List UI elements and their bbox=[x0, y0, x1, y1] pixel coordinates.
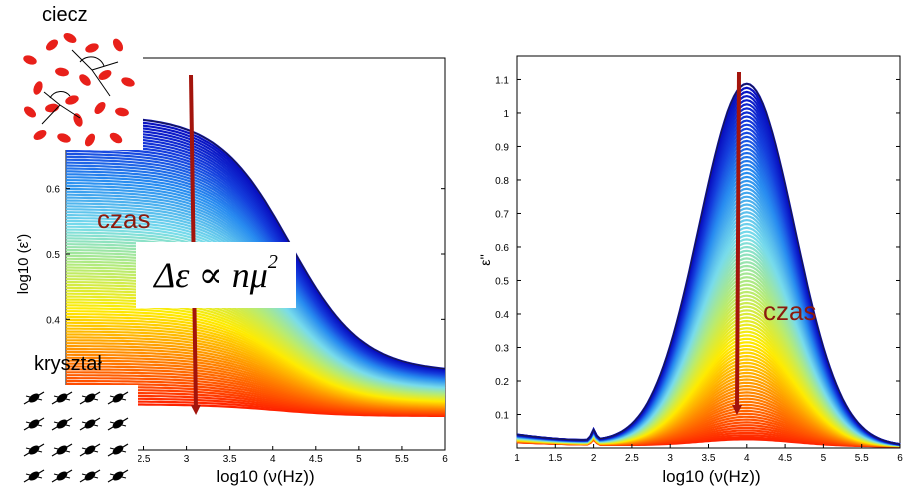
molecule bbox=[23, 55, 37, 65]
molecule bbox=[57, 133, 71, 143]
left-x-tick-label: 6 bbox=[442, 454, 448, 465]
molecule bbox=[109, 132, 123, 144]
rotation-arc bbox=[79, 56, 105, 67]
lattice-molecule bbox=[84, 445, 96, 455]
time-label-right: czas bbox=[763, 296, 817, 326]
right-x-tick-label: 4.5 bbox=[778, 453, 792, 464]
formula: Δε ∝ nμ2 bbox=[154, 251, 278, 296]
lattice-molecule bbox=[28, 471, 40, 481]
right-y-tick-label: 0.7 bbox=[495, 209, 509, 220]
molecule bbox=[84, 133, 96, 147]
molecule bbox=[45, 39, 59, 51]
time-arrow-right bbox=[732, 71, 743, 415]
crystal-lattice-illustration bbox=[18, 385, 138, 503]
formula-text: Δε ∝ nμ bbox=[154, 255, 268, 295]
right-y-tick-label: 0.1 bbox=[495, 410, 509, 421]
molecule bbox=[33, 81, 43, 95]
lattice-molecule bbox=[84, 419, 96, 429]
lattice-molecule bbox=[56, 419, 68, 429]
right-x-tick-label: 1 bbox=[514, 453, 520, 464]
lattice-molecule bbox=[28, 419, 40, 429]
right-x-tick-label: 2.5 bbox=[625, 453, 639, 464]
right-y-tick-label: 0.2 bbox=[495, 377, 509, 388]
crystal-label: kryształ bbox=[34, 353, 102, 375]
left-series-group bbox=[65, 114, 446, 417]
lattice-molecule bbox=[28, 445, 40, 455]
molecule bbox=[23, 106, 37, 118]
lattice-molecule bbox=[112, 471, 124, 481]
liquid-label: ciecz bbox=[42, 4, 88, 26]
liquid-molecules-illustration bbox=[18, 30, 143, 150]
left-x-tick-label: 2.5 bbox=[137, 454, 151, 465]
lattice-molecule bbox=[112, 445, 124, 455]
dipole-arrow bbox=[43, 91, 61, 106]
left-x-tick-label: 5.5 bbox=[395, 454, 409, 465]
left-x-axis-label: log10 (ν(Hz)) bbox=[216, 467, 314, 486]
dipole-arrow bbox=[59, 104, 81, 119]
right-y-tick-label: 0.3 bbox=[495, 343, 509, 354]
molecule bbox=[94, 101, 106, 115]
molecule bbox=[55, 67, 69, 77]
right-x-tick-label: 5 bbox=[821, 453, 827, 464]
right-y-tick-label: 0.8 bbox=[495, 176, 509, 187]
dipole-arrow bbox=[91, 61, 119, 71]
left-y-tick-label: 0.6 bbox=[46, 185, 60, 196]
molecule bbox=[79, 74, 91, 86]
lattice-molecule bbox=[56, 393, 68, 403]
right-x-tick-label: 2 bbox=[591, 453, 597, 464]
lattice-molecule bbox=[112, 393, 124, 403]
right-y-tick-label: 0.6 bbox=[495, 243, 509, 254]
molecule bbox=[73, 113, 83, 127]
lattice-molecule bbox=[112, 419, 124, 429]
right-y-tick-label: 0.9 bbox=[495, 142, 509, 153]
left-chart: 2 2.5 3 3.5 4 4.5 5 5.5 6 0.4 0.5 0.6 log10 (ν(Hz)) l… bbox=[15, 57, 448, 486]
left-x-tick-label: 5 bbox=[356, 454, 362, 465]
right-y-tick-label: 1.1 bbox=[495, 75, 509, 86]
crystal-background bbox=[18, 385, 138, 503]
right-x-tick-label: 1.5 bbox=[548, 453, 562, 464]
right-y-tick-label: 0.5 bbox=[495, 276, 509, 287]
right-top-curve-edge bbox=[516, 83, 901, 445]
left-x-tick-label: 3 bbox=[184, 454, 190, 465]
molecule bbox=[63, 32, 77, 44]
left-x-tick-label: 4.5 bbox=[309, 454, 323, 465]
molecule bbox=[65, 95, 79, 105]
molecule bbox=[121, 77, 135, 87]
right-x-tick-label: 4 bbox=[744, 453, 750, 464]
lattice-molecule bbox=[28, 393, 40, 403]
left-y-axis-label: log10 (ε') bbox=[15, 234, 32, 294]
right-x-axis-label: log10 (ν(Hz)) bbox=[662, 467, 760, 486]
left-x-tick-label: 3.5 bbox=[223, 454, 237, 465]
lattice-molecule bbox=[56, 471, 68, 481]
right-chart: 1 1.5 2 2.5 3 3.5 4 4.5 5 5.5 6 0.1 0.2 0.3 0.4 0.5 0.6 0… bbox=[477, 55, 903, 486]
formula-exponent: 2 bbox=[267, 251, 278, 273]
time-label-left: czas bbox=[97, 204, 151, 234]
dipole-arrow bbox=[41, 104, 61, 125]
left-y-tick-label: 0.4 bbox=[46, 315, 60, 326]
rotation-arc bbox=[49, 91, 71, 99]
molecule bbox=[112, 38, 124, 52]
lattice-molecule bbox=[84, 471, 96, 481]
right-y-tick-label: 1 bbox=[503, 109, 509, 120]
dipole-arrow bbox=[91, 69, 111, 97]
right-series-group bbox=[516, 82, 901, 448]
lattice-molecule bbox=[56, 445, 68, 455]
lattice-molecule bbox=[84, 393, 96, 403]
right-x-tick-label: 3.5 bbox=[702, 453, 716, 464]
left-x-tick-label: 4 bbox=[270, 454, 276, 465]
molecule bbox=[33, 129, 47, 141]
right-y-axis-label: ε'' bbox=[477, 254, 493, 266]
molecule bbox=[85, 43, 99, 53]
molecule bbox=[98, 69, 112, 81]
left-y-tick-label: 0.5 bbox=[46, 250, 60, 261]
molecule bbox=[115, 107, 129, 117]
right-x-tick-label: 6 bbox=[897, 453, 903, 464]
right-x-tick-label: 5.5 bbox=[855, 453, 869, 464]
formula-box: Δε ∝ nμ2 bbox=[136, 242, 296, 308]
right-y-tick-label: 0.4 bbox=[495, 310, 509, 321]
right-x-tick-label: 3 bbox=[667, 453, 673, 464]
